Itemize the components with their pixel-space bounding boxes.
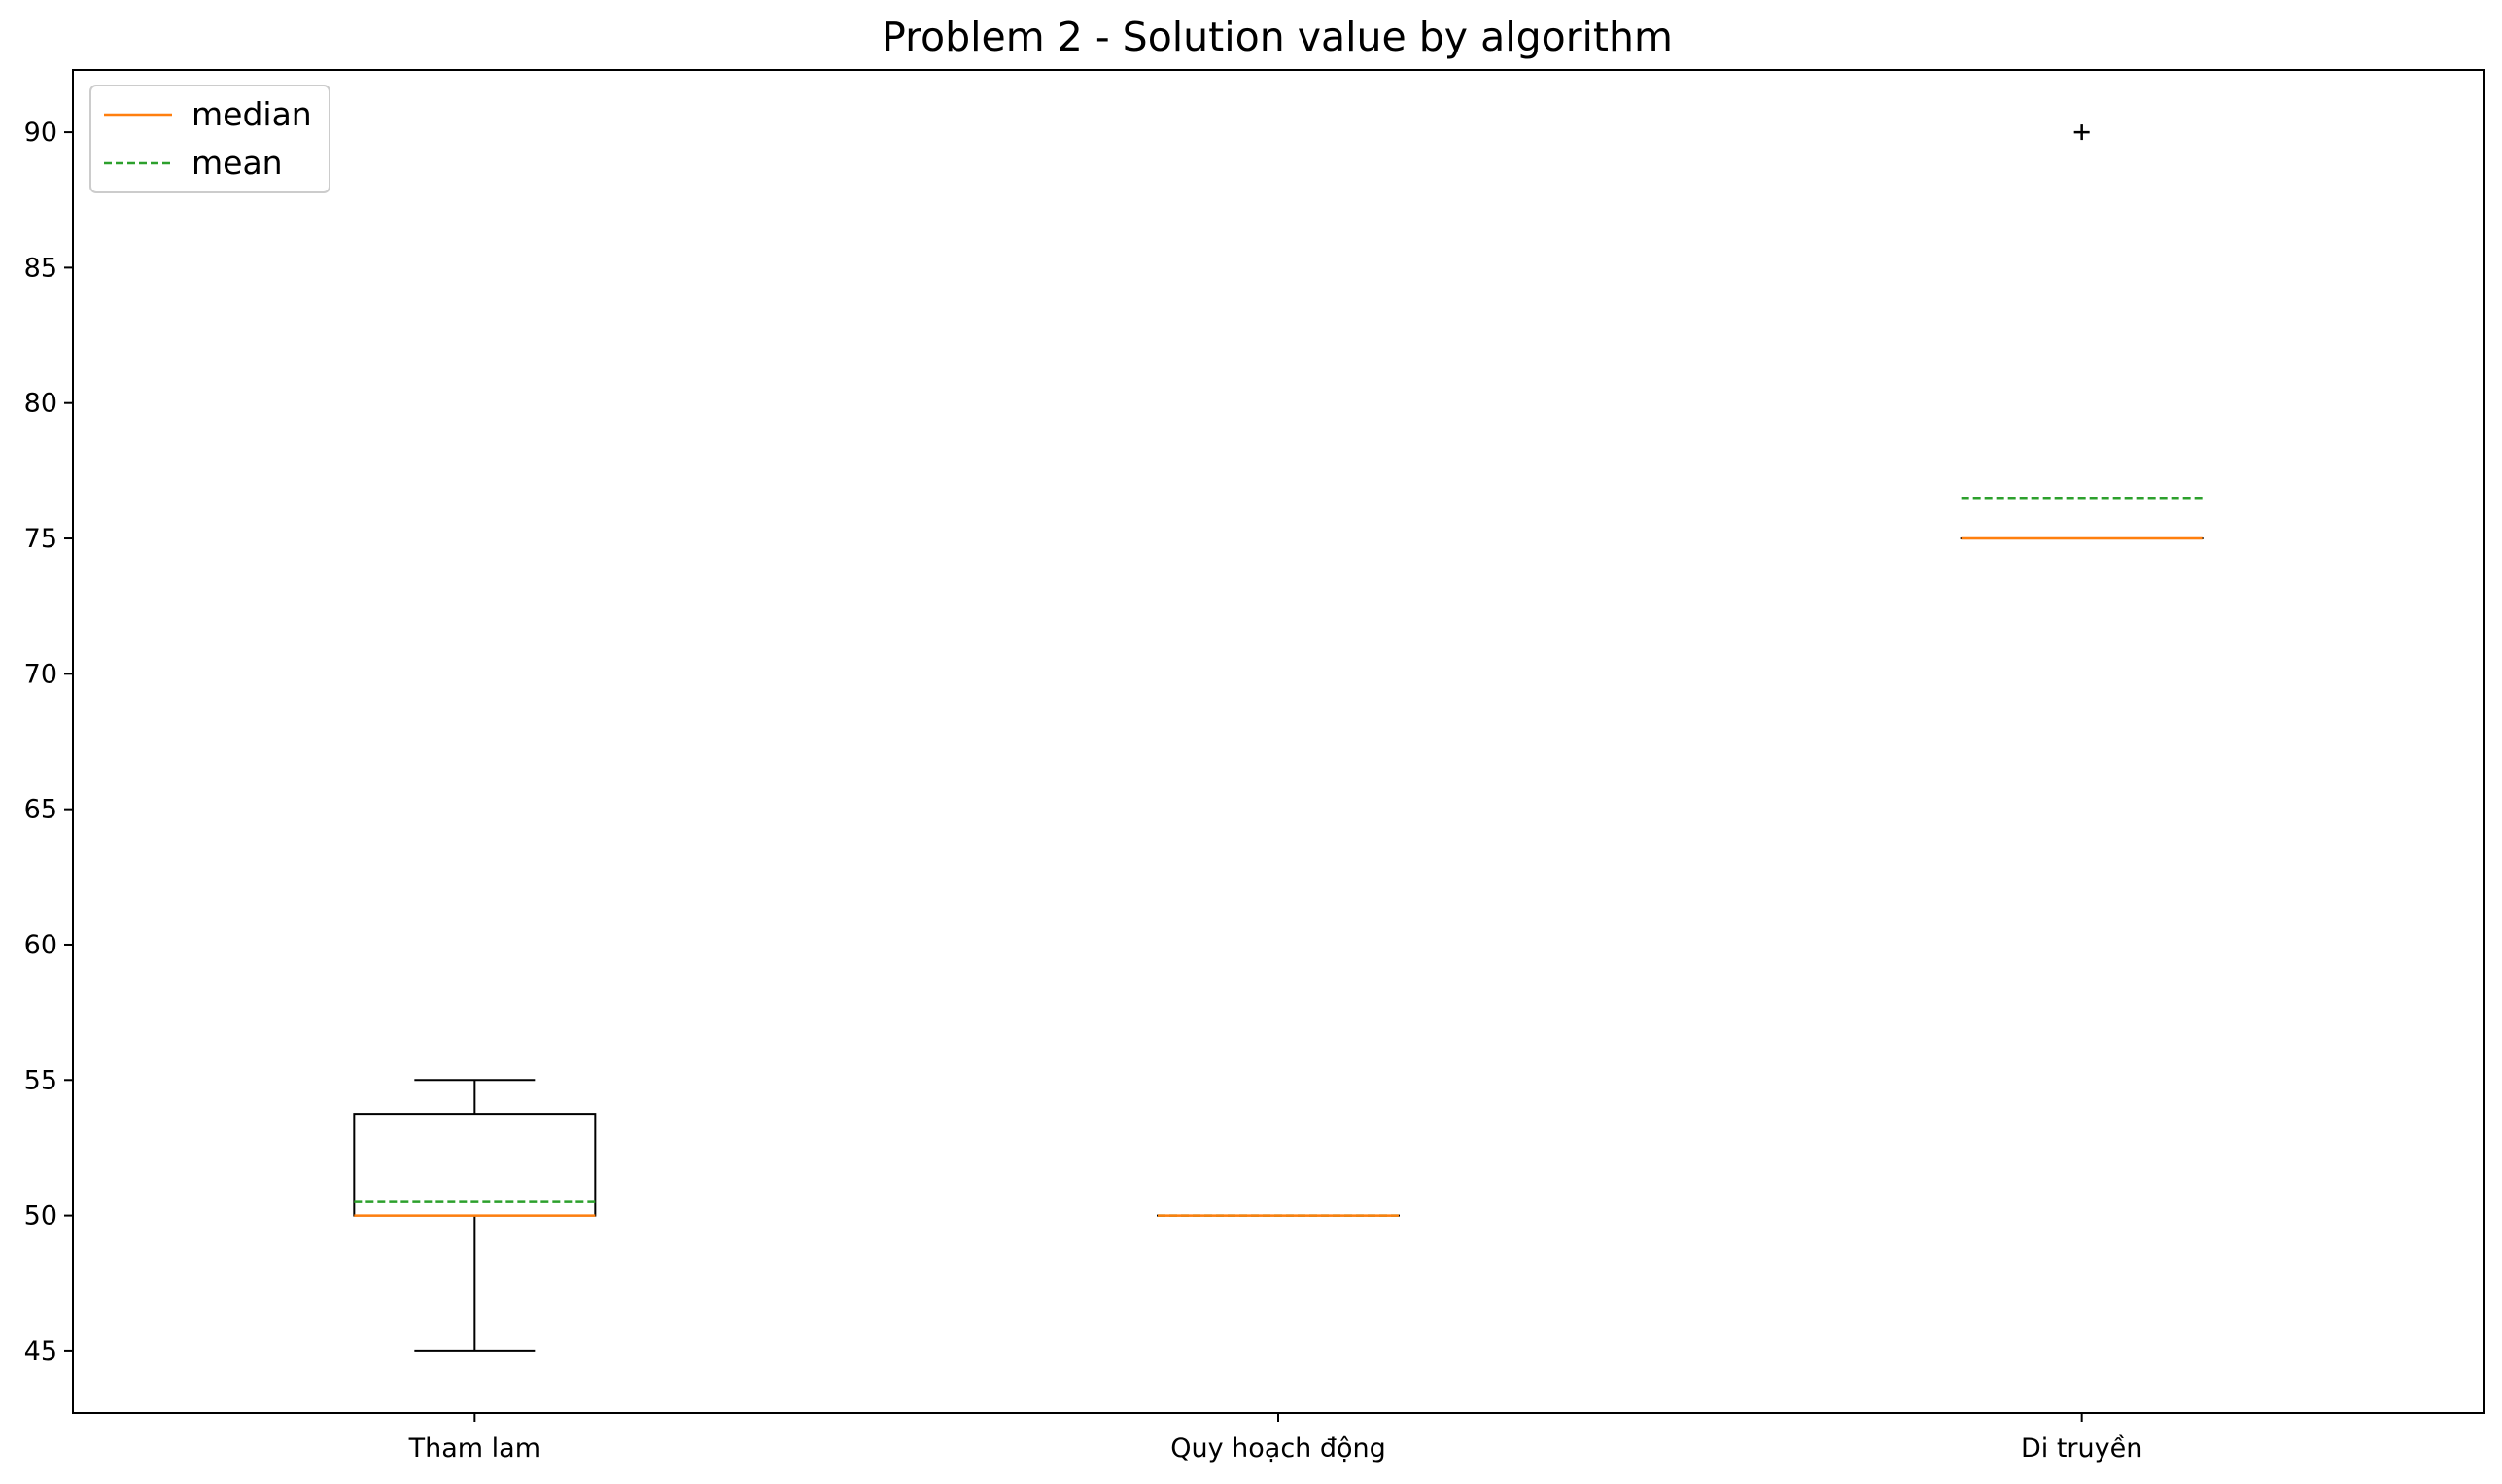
- legend-label: median: [191, 95, 312, 133]
- x-axis: Tham lam Quy hoạch động Di truyền: [408, 1413, 2142, 1464]
- y-tick-label: 55: [24, 1065, 57, 1095]
- box-group: [353, 1079, 597, 1352]
- legend-label: mean: [191, 144, 283, 182]
- legend: median mean: [89, 85, 330, 193]
- y-tick-label: 60: [24, 930, 57, 960]
- y-tick-label: 65: [24, 795, 57, 825]
- y-tick-label: 45: [24, 1336, 57, 1366]
- y-tick-label: 50: [24, 1201, 57, 1231]
- y-tick-label: 90: [24, 118, 57, 148]
- legend-frame: [89, 85, 330, 193]
- y-tick-label: 80: [24, 389, 57, 419]
- plot-area-frame: [72, 69, 2485, 1414]
- chart-title: Problem 2 - Solution value by algorithm: [882, 14, 1673, 60]
- box-iqr: [353, 1113, 597, 1217]
- box-group: [1960, 124, 2204, 540]
- y-axis: 45 50 55 60 65 70 75 80 85 90: [24, 118, 73, 1366]
- chart-marks: [353, 124, 2204, 1352]
- x-tick-label: Di truyền: [2021, 1433, 2142, 1464]
- outlier-marker: [2073, 124, 2090, 141]
- x-tick-label: Quy hoạch động: [1170, 1433, 1386, 1464]
- y-tick-label: 70: [24, 659, 57, 689]
- y-tick-label: 75: [24, 524, 57, 554]
- x-tick-label: Tham lam: [408, 1433, 540, 1464]
- y-tick-label: 85: [24, 253, 57, 283]
